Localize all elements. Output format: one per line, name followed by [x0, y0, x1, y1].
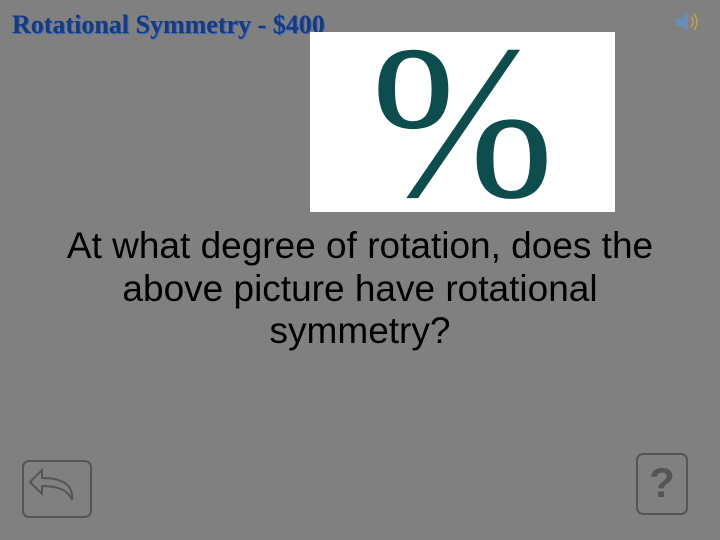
sound-wave-2: [694, 14, 697, 30]
question-text: At what degree of rotation, does the abo…: [0, 225, 720, 353]
speaker-shape: [676, 13, 688, 31]
help-button[interactable]: ?: [636, 453, 688, 515]
quiz-slide: Rotational Symmetry - $400 % At what deg…: [0, 0, 720, 540]
sound-icon[interactable]: [674, 10, 702, 34]
title-separator: -: [251, 10, 273, 39]
back-button[interactable]: [22, 460, 92, 518]
slide-title: Rotational Symmetry - $400: [12, 10, 325, 40]
back-button-border: [23, 461, 91, 517]
question-mark-icon: ?: [649, 459, 675, 506]
category-label: Rotational Symmetry: [12, 10, 251, 39]
percent-symbol: %: [371, 12, 554, 232]
undo-arrow-icon: [30, 470, 72, 500]
symbol-display-box: %: [310, 32, 615, 212]
sound-wave-1: [691, 17, 693, 27]
